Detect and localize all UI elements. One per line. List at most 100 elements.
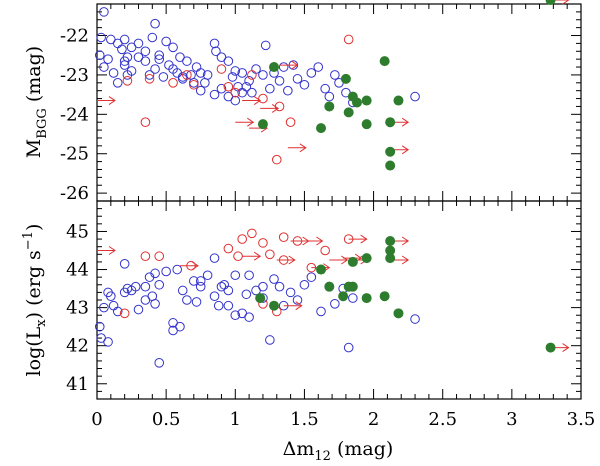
bottom-y-tick-label: 43: [66, 298, 89, 319]
top-green-point: [361, 95, 372, 106]
bottom-blue-point: [108, 300, 119, 311]
top-lower-limit-arrow: [287, 143, 307, 153]
top-blue-point: [94, 50, 105, 61]
bottom-lower-limit-arrow: [97, 246, 116, 255]
bottom-blue-point: [285, 287, 296, 298]
bottom-blue-point: [213, 300, 224, 311]
bottom-blue-point: [133, 304, 144, 315]
top-blue-point: [119, 56, 130, 66]
top-green-point: [385, 160, 396, 171]
arrow-head: [253, 251, 262, 261]
top-blue-point: [108, 68, 119, 78]
top-lower-limit-arrow: [235, 117, 255, 127]
bottom-blue-point: [230, 270, 241, 281]
top-y-tick-label: -24: [60, 104, 89, 125]
bottom-axes: 41 42 43 44 45 0 0.5 1 1.5 2 2.5 3 3.5: [66, 200, 595, 430]
bottom-blue-point: [316, 306, 326, 317]
bottom-red-point: [119, 308, 130, 319]
top-blue-point: [410, 91, 420, 102]
bottom-green-point: [361, 253, 372, 264]
top-red-point: [189, 79, 199, 90]
bottom-green-point: [393, 308, 404, 319]
bottom-blue-point: [195, 276, 206, 286]
arrow-head: [191, 261, 199, 271]
bottom-green-point: [338, 291, 349, 302]
bottom-blue-point: [150, 268, 160, 279]
bottom-blue-point: [219, 279, 230, 290]
bottom-green-point: [269, 300, 280, 311]
top-axes: -22 -23 -24 -25 -26: [60, 3, 582, 204]
bottom-blue-point: [106, 291, 116, 301]
bottom-blue-point: [258, 281, 268, 292]
bottom-blue-point: [348, 293, 358, 303]
bottom-blue-point: [119, 259, 130, 269]
top-blue-point: [144, 70, 155, 80]
bottom-green-point: [316, 264, 327, 275]
top-blue-point: [103, 54, 113, 64]
top-blue-point: [211, 46, 221, 57]
top-green-point: [257, 119, 268, 130]
arrow-head: [341, 255, 349, 265]
top-blue-point: [251, 64, 261, 74]
top-green-point: [316, 123, 327, 134]
bottom-marks: [94, 228, 570, 368]
top-panel-frame: [96, 3, 582, 202]
top-y-tick-label: -26: [60, 183, 89, 204]
bottom-red-point: [278, 232, 289, 242]
top-blue-point: [216, 83, 227, 94]
arrow-head: [562, 0, 570, 5]
bottom-red-point: [237, 234, 247, 244]
top-panel: -22 -23 -24 -25 -26 MBGG (mag): [23, 0, 582, 204]
bottom-lower-limit-arrow: [276, 255, 296, 265]
bottom-blue-point: [161, 266, 171, 277]
bottom-blue-point: [209, 253, 220, 263]
top-blue-point: [313, 62, 324, 72]
arrow-head: [295, 301, 303, 311]
top-lower-limit-arrow: [242, 96, 262, 105]
arrow-head: [401, 236, 410, 246]
top-red-point: [168, 78, 178, 88]
top-blue-point: [158, 72, 169, 82]
top-blue-point: [140, 46, 151, 57]
arrow-head: [401, 255, 410, 265]
top-green-point: [385, 146, 396, 157]
bottom-y-tick-label: 42: [66, 336, 89, 357]
top-red-point: [182, 70, 192, 80]
top-blue-point: [189, 78, 199, 88]
top-red-point: [122, 76, 133, 86]
top-red-point: [271, 154, 282, 165]
top-blue-point: [227, 72, 238, 82]
top-blue-point: [278, 62, 289, 72]
top-green-point: [324, 101, 335, 112]
top-blue-point: [195, 68, 206, 78]
top-blue-point: [265, 83, 275, 94]
bottom-blue-point: [274, 281, 285, 292]
bottom-red-point: [265, 249, 275, 260]
top-blue-point: [99, 7, 109, 17]
bottom-lower-limit-arrow: [283, 301, 303, 311]
bottom-blue-point: [265, 335, 275, 345]
top-blue-point: [191, 62, 202, 72]
bottom-blue-point: [299, 279, 310, 290]
top-blue-point: [119, 60, 130, 70]
top-blue-point: [150, 18, 160, 29]
bottom-blue-point: [103, 337, 113, 347]
x-tick-label: 0: [91, 409, 102, 430]
top-red-point: [247, 70, 257, 80]
top-blue-point: [320, 83, 330, 94]
bottom-panel-frame: [96, 200, 582, 400]
top-green-point: [343, 107, 354, 118]
bottom-blue-point: [306, 272, 317, 282]
top-blue-point: [230, 95, 241, 106]
bottom-blue-point: [230, 310, 241, 321]
top-red-point: [258, 93, 268, 104]
top-y-axis-label: MBGG (mag): [23, 46, 50, 158]
bottom-blue-point: [130, 281, 141, 292]
top-blue-point: [260, 40, 271, 51]
bottom-blue-point: [195, 281, 206, 292]
bottom-blue-point: [154, 358, 165, 368]
bottom-y-tick-label: 44: [66, 260, 89, 281]
top-blue-point: [299, 79, 310, 90]
top-blue-point: [117, 44, 127, 55]
bottom-blue-point: [140, 281, 151, 292]
